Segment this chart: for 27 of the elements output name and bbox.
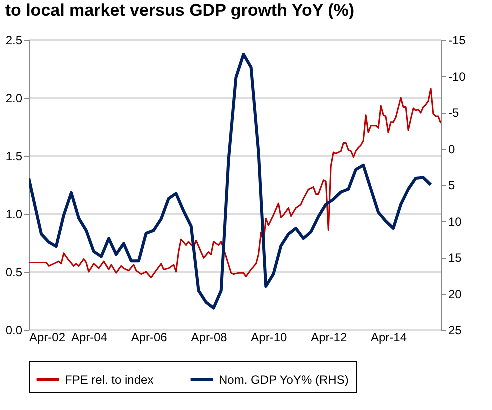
x-tick-label: Apr-10 xyxy=(251,330,288,344)
y2-tick-label: -5 xyxy=(448,106,460,120)
y-tick-label: 0.0 xyxy=(6,324,23,338)
x-tick-label: Apr-14 xyxy=(370,330,408,344)
y-tick-label: 0.5 xyxy=(6,266,23,280)
y2-tick-label: 25 xyxy=(448,324,462,338)
y-tick-label: 1.5 xyxy=(6,150,23,164)
legend-label: Nom. GDP YoY% (RHS) xyxy=(219,373,349,387)
y2-tick-label: 10 xyxy=(448,214,462,229)
x-tick-label: Apr-12 xyxy=(311,330,348,344)
y2-tick-label: 20 xyxy=(448,287,462,302)
y-tick-label: 2.0 xyxy=(6,92,23,106)
line-series xyxy=(29,88,441,279)
y2-tick-label: -15 xyxy=(448,34,466,48)
legend-label: FPE rel. to index xyxy=(65,373,154,387)
y2-tick-label: 15 xyxy=(448,251,462,265)
chart-title: to local market versus GDP growth YoY (%) xyxy=(5,1,355,20)
y2-tick-label: -10 xyxy=(448,70,466,84)
x-tick-label: Apr-06 xyxy=(131,330,168,344)
line-series xyxy=(29,53,432,310)
y2-tick-label: 5 xyxy=(448,178,456,192)
x-tick-label: Apr-02 xyxy=(30,330,66,344)
x-tick-label: Apr-04 xyxy=(71,330,108,344)
y-tick-label: 2.5 xyxy=(6,34,23,48)
x-tick-label: Apr-08 xyxy=(191,330,228,344)
y-tick-label: 1.0 xyxy=(6,208,23,222)
y2-tick-label: 0 xyxy=(448,142,456,156)
